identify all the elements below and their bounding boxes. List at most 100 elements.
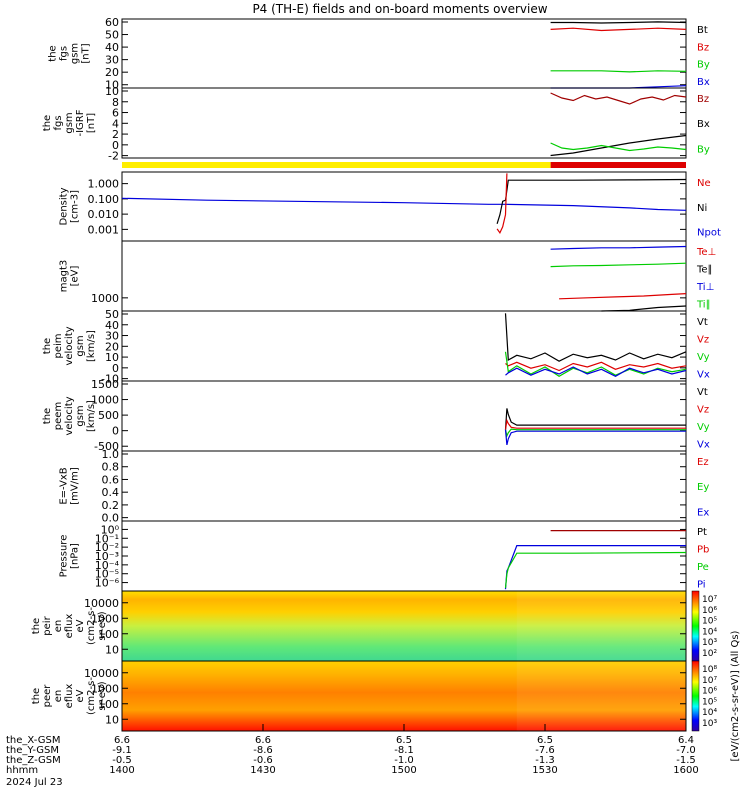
y-axis-label: the (31, 688, 42, 704)
y-axis-label: peem (53, 402, 64, 430)
y-axis-label: fgs (59, 46, 70, 61)
y-axis-label: (cm2-s- (86, 677, 97, 715)
mode-bar-slow (122, 162, 551, 168)
series-line-Npot (121, 197, 687, 211)
y-axis-label: sr-eV) (97, 611, 108, 640)
y-axis-label: the (31, 618, 42, 634)
series-line-Vz (504, 418, 686, 430)
series-line-Vx (505, 366, 687, 377)
y-axis-label: fgs (53, 115, 64, 130)
panel-E_field: 1.00.80.60.40.20.0 E=-VxB [mV/m] Ez Ey Ex (59, 448, 710, 525)
y-tick-label: 6 (112, 107, 119, 120)
y-tick-label: 60 (105, 16, 119, 29)
y-tick-label: 10 (105, 85, 119, 98)
legend-Vx: Vx (697, 370, 710, 381)
colorbar-tick: 10⁷ (702, 595, 717, 605)
coord-value: 6.6 (255, 735, 271, 746)
y-axis-label: (cm2-s- (86, 607, 97, 645)
y-axis-label: -IGRF (75, 109, 86, 136)
colorbar-tick: 10⁶ (702, 606, 717, 616)
coord-value: -8.1 (394, 745, 414, 756)
y-axis-label: eV (75, 619, 86, 632)
colorbar-tick: 10⁶ (702, 687, 717, 697)
y-tick-label: -500 (94, 440, 119, 453)
y-axis-label: [eV] (70, 266, 81, 287)
legend-Pt: Pt (697, 527, 707, 538)
y-axis-label: the (42, 408, 53, 424)
legend-Vy: Vy (697, 422, 710, 433)
legend-Ti⊥: Ti⊥ (696, 282, 714, 293)
legend-Ex: Ex (697, 507, 709, 518)
legend-Vt: Vt (697, 387, 708, 398)
y-axis-label: peim (53, 333, 64, 358)
y-tick-label: 0.6 (102, 473, 120, 486)
y-axis-label: gsm (70, 43, 81, 64)
y-tick-label: 0.001 (88, 223, 120, 236)
y-axis-label: peir (42, 615, 53, 635)
series-line-Vt (504, 313, 687, 362)
series-line-Ti⊥ (550, 245, 687, 250)
y-tick-label: 4 (112, 117, 119, 130)
legend-Bt: Bt (697, 25, 708, 36)
legend-Pi: Pi (697, 580, 706, 591)
mode-bar (122, 162, 686, 168)
series-line-Ni (496, 178, 687, 224)
y-tick-label: 10000 (84, 667, 119, 680)
y-tick-label: 1.000 (88, 178, 120, 191)
legend-Ey: Ey (697, 482, 709, 493)
y-tick-label: 10⁻² (95, 541, 119, 554)
legend-Vy: Vy (697, 352, 710, 363)
y-axis-label: magt3 (59, 260, 70, 293)
y-tick-label: 1000 (91, 682, 119, 695)
y-tick-label: 0.0 (102, 512, 120, 525)
date-label: 2024 Jul 23 (6, 777, 63, 788)
y-tick-label: 30 (105, 54, 119, 67)
legend-Pb: Pb (697, 545, 709, 556)
legend-Pe: Pe (697, 562, 709, 573)
panel-frame (121, 520, 687, 592)
y-tick-label: 1000 (91, 394, 119, 407)
coord-value: -9.1 (112, 745, 132, 756)
coord-value: 6.5 (396, 735, 412, 746)
y-axis-label: the (42, 338, 53, 354)
coord-value: -7.0 (676, 745, 696, 756)
coord-value: 1400 (109, 765, 134, 776)
y-tick-label: 1000 (91, 612, 119, 625)
colorbar-tick: 10⁴ (702, 627, 717, 637)
coord-value: 6.6 (114, 735, 130, 746)
y-tick-label: 40 (105, 41, 119, 54)
panel-frame (121, 18, 687, 89)
y-tick-label: 10⁻¹ (95, 532, 119, 545)
y-tick-label: 50 (105, 29, 119, 42)
y-axis-label: gsm (64, 112, 75, 133)
y-tick-label: 100 (98, 698, 119, 711)
colorbar-tick: 10² (702, 649, 717, 659)
legend-Vz: Vz (697, 335, 709, 346)
legend-Bz: Bz (697, 42, 709, 53)
y-tick-label: 0 (112, 362, 119, 375)
coord-value: -1.0 (394, 755, 414, 766)
colorbar-tick: 10³ (702, 719, 717, 729)
spectrogram-texture (516, 661, 686, 731)
y-tick-label: 10 (105, 713, 119, 726)
colorbar (691, 590, 700, 662)
y-tick-label: 0 (112, 425, 119, 438)
coord-value: 6.4 (678, 735, 694, 746)
mode-bar-fast (550, 162, 686, 168)
series-line-Ne (496, 173, 508, 234)
y-axis-label: en (53, 620, 64, 633)
y-axis-label: gsm (75, 405, 86, 426)
panel-temperature: 1000 magt3 [eV] Te⊥ Te∥ Ti⊥ Ti∥ (59, 240, 716, 312)
series-line-Vz (505, 361, 687, 372)
colorbar-tick: 10⁷ (702, 676, 717, 686)
colorbar-label: [eV/(cm2-s-sr-eV)] (All Qs) (730, 630, 741, 761)
legend-Ne: Ne (697, 178, 711, 189)
legend-Vt: Vt (697, 317, 708, 328)
coord-row-label: the_X-GSM (6, 735, 60, 746)
y-tick-label: 50 (105, 308, 119, 321)
coord-row-label: hhmm (6, 765, 38, 776)
y-axis-label: peer (42, 684, 53, 708)
